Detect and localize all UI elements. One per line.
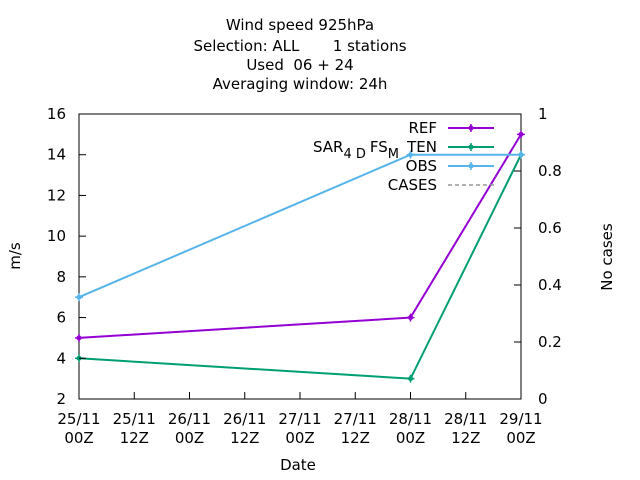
data-point-ref [75, 333, 83, 342]
y2-tick-label: 1 [538, 105, 548, 123]
title-line-3: Used 06 + 24 [246, 56, 354, 74]
x-tick-label-hour: 00Z [506, 429, 535, 447]
y-tick-label: 12 [47, 186, 66, 204]
legend-side-label: SAR4 D FSM [313, 138, 399, 162]
y-tick-label: 2 [56, 390, 66, 408]
data-point-ref [406, 313, 415, 322]
legend-side-label-part: SAR [313, 138, 343, 156]
y2-tick-label: 0.8 [538, 162, 562, 180]
legend-label-obs: OBS [406, 157, 437, 175]
x-tick-label-date: 28/11 [444, 410, 487, 428]
y-tick-label: 14 [47, 146, 66, 164]
x-tick-label-hour: 12Z [230, 429, 259, 447]
series-line-ten [78, 154, 522, 380]
legend-label-ref: REF [408, 119, 437, 137]
legend-side-label-part: M [388, 147, 399, 162]
x-tick-label-date: 26/11 [168, 410, 211, 428]
x-tick-label-hour: 00Z [64, 429, 93, 447]
legend-side-label-part: FS [370, 138, 388, 156]
y2-tick-label: 0 [538, 390, 548, 408]
series-line-ref [78, 133, 522, 339]
legend-marker-obs [467, 162, 475, 170]
y-tick-label: 8 [56, 268, 66, 286]
y-axis-label: m/s [6, 242, 24, 270]
data-point-obs [75, 293, 83, 302]
data-point-ref [517, 130, 525, 139]
data-point-obs [517, 150, 525, 159]
x-tick-label-hour: 00Z [285, 429, 314, 447]
legend-marker-ref [467, 124, 475, 132]
y-tick-label: 4 [56, 349, 66, 367]
plot-area-border [78, 113, 522, 400]
x-tick-label-hour: 00Z [175, 429, 204, 447]
title-line-1: Wind speed 925hPa [225, 16, 375, 34]
legend-label-cases: CASES [388, 176, 437, 194]
x-axis-label: Date [280, 456, 316, 474]
legend-side-label-part: 4 D [343, 147, 365, 162]
x-tick-label-date: 25/11 [113, 410, 156, 428]
x-tick-label-date: 26/11 [223, 410, 266, 428]
x-tick-label-date: 27/11 [278, 410, 321, 428]
x-tick-label-date: 25/11 [57, 410, 100, 428]
data-point-obs [406, 150, 415, 159]
y2-tick-label: 0.4 [538, 276, 562, 294]
x-tick-label-date: 27/11 [334, 410, 377, 428]
data-point-ten [406, 374, 415, 383]
series-line-obs [78, 153, 521, 299]
y2-tick-label: 0.2 [538, 333, 562, 351]
x-tick-label-hour: 00Z [396, 429, 425, 447]
title-line-2: Selection: ALL 1 stations [193, 37, 407, 55]
y2-axis-label: No cases [598, 223, 616, 291]
x-tick-label-date: 29/11 [499, 410, 542, 428]
y2-tick-label: 0.6 [538, 219, 562, 237]
x-tick-label-date: 28/11 [389, 410, 432, 428]
title-line-4: Averaging window: 24h [212, 75, 388, 93]
x-tick-label-hour: 12Z [451, 429, 480, 447]
y-tick-label: 10 [47, 227, 66, 245]
legend-marker-ten [467, 143, 475, 151]
legend-label-ten: TEN [406, 138, 437, 156]
x-tick-label-hour: 12Z [341, 429, 370, 447]
x-tick-label-hour: 12Z [120, 429, 149, 447]
y-tick-label: 16 [47, 105, 66, 123]
y-tick-label: 6 [56, 309, 66, 327]
